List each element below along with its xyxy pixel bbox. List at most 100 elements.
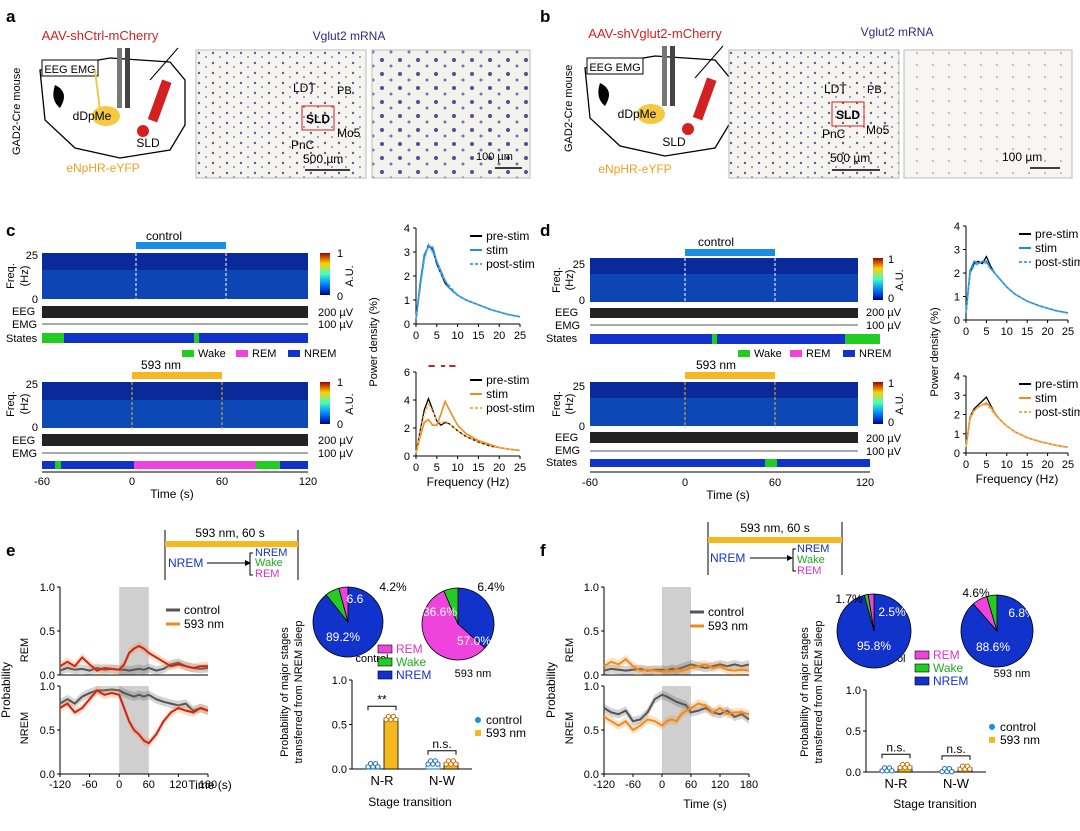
panel-letter-f: f xyxy=(540,541,546,560)
virus-label: AAV-shCtrl-mCherry xyxy=(42,28,159,43)
virus-label: AAV-shVglut2-mCherry xyxy=(588,26,722,41)
series-593-nm xyxy=(603,702,750,732)
legend-label: post-stim xyxy=(1035,255,1080,269)
panel-d: d control Freq. (Hz) 25 0 1 0 A.U. EEG E… xyxy=(540,221,906,502)
scale-100: 100 µm xyxy=(476,151,513,163)
x-tick-label: 25 xyxy=(1062,326,1074,338)
legend-label: stim xyxy=(1035,241,1057,255)
brain-schematic: EEG EMG dDpMe SLD eNpHR-eYFP xyxy=(584,45,731,176)
states-label: States xyxy=(546,457,578,469)
stim-bar xyxy=(685,372,775,379)
eeg-emg-label: EEG EMG xyxy=(589,62,640,74)
x-tick-label: -120 xyxy=(593,779,615,791)
y-tick-label: 1.0 xyxy=(584,582,599,594)
to-rem: REM xyxy=(797,565,821,577)
legend-nrem: NREM xyxy=(859,348,891,360)
slice-label: 4.2% xyxy=(379,580,407,594)
x-tick-label: -60 xyxy=(82,779,98,791)
y-tick-label: 1.0 xyxy=(332,675,347,687)
x-tick-label: 10 xyxy=(451,462,463,474)
stain-label: Vglut2 mRNA xyxy=(861,25,934,39)
mo5-label: Mo5 xyxy=(866,123,890,137)
y-tick-label: 4 xyxy=(954,221,960,233)
legend-label: control xyxy=(184,603,220,617)
data-point xyxy=(435,761,441,767)
y-tick-label: 1.0 xyxy=(40,582,55,594)
states-bar xyxy=(590,334,880,344)
sld-box xyxy=(301,105,335,131)
prob-ylabel: Probability xyxy=(544,662,558,718)
x-tick-label: 20 xyxy=(493,462,505,474)
freq-tick-top: 25 xyxy=(26,379,38,391)
legend-label: REM xyxy=(933,648,960,662)
rem-ylabel: REM xyxy=(564,638,576,662)
legend-swatch xyxy=(377,670,393,680)
y-tick-label: 2 xyxy=(404,423,410,435)
x-tick-label: 5 xyxy=(983,459,989,471)
colorbar xyxy=(873,382,883,424)
time-axis-label: Time (s) xyxy=(150,487,194,501)
eeg-emg-label: EEG EMG xyxy=(44,64,95,76)
x-tick-label: -120 xyxy=(49,779,71,791)
histology-zoom xyxy=(371,49,531,179)
freq-tick-top: 25 xyxy=(573,259,585,271)
series-post-stim xyxy=(415,402,521,454)
slice-wake xyxy=(443,587,459,625)
significance-bracket xyxy=(881,753,911,759)
emg-label: EMG xyxy=(12,319,37,331)
legend-label: post-stim xyxy=(1035,405,1080,419)
x-tick-label: 15 xyxy=(472,330,484,342)
legend-swatch xyxy=(475,717,481,724)
control-bar xyxy=(136,242,226,249)
significance-label: ** xyxy=(377,692,387,706)
eeg-label: EEG xyxy=(12,435,35,447)
legend-nrem: NREM xyxy=(304,348,336,360)
legend-rem: REM xyxy=(252,348,276,360)
slice-label: 36.6% xyxy=(423,605,457,619)
y-tick-label: 1 xyxy=(954,292,960,304)
x-tick-label: 0 xyxy=(963,459,969,471)
stim-label: 593 nm xyxy=(141,358,181,372)
eeg-label: EEG xyxy=(555,432,578,444)
pie-f-pie-stim: 88.6% 6.8% 4.6% xyxy=(960,586,1036,668)
pb-label: PB xyxy=(867,84,882,96)
to-rem: REM xyxy=(255,568,279,580)
significance-bracket xyxy=(367,705,397,711)
timecourse-f-rem: 0.0 0.5 1.0 xyxy=(584,582,750,682)
states-label: States xyxy=(6,333,38,345)
legend-wake: Wake xyxy=(198,348,226,360)
slice-label: 4.6% xyxy=(962,586,990,600)
au-label: A.U. xyxy=(894,393,906,414)
data-point xyxy=(949,768,955,775)
sld-box-label: SLD xyxy=(836,108,860,122)
legend-swatch xyxy=(475,730,481,737)
pie-stim-name: 593 nm xyxy=(994,668,1031,680)
time-tick: 120 xyxy=(299,476,317,488)
cb-bottom: 0 xyxy=(888,293,894,305)
x-tick-label: 20 xyxy=(1041,326,1053,338)
legend-label: stim xyxy=(486,387,508,401)
series-control xyxy=(59,661,209,672)
colorbar xyxy=(320,253,330,295)
emg-label: EMG xyxy=(12,448,37,460)
protocol-diagram: 593 nm, 60 s NREM NREM Wake REM xyxy=(164,526,299,580)
dpme-label: dDpMe xyxy=(618,107,657,121)
emg-label: EMG xyxy=(555,320,580,332)
series-593-nm xyxy=(59,644,208,672)
x-tick-label: 15 xyxy=(472,462,484,474)
mouse-label: GAD2-Cre mouse xyxy=(11,68,23,155)
cb-top: 1 xyxy=(888,378,894,390)
stim-label: 593 nm xyxy=(696,358,736,372)
x-tick-label: 180 xyxy=(199,779,217,791)
legend-swatch xyxy=(377,657,393,667)
cb-top: 1 xyxy=(888,254,894,266)
series-post-stim xyxy=(415,242,521,320)
time-axis-label: Time (s) xyxy=(683,797,727,811)
significance-label: n.s. xyxy=(946,742,965,756)
slice-label: 89.2% xyxy=(326,630,360,644)
pie-e-pie-control: 89.2% 6.6 4.2% xyxy=(312,580,407,658)
data-point xyxy=(375,764,381,770)
